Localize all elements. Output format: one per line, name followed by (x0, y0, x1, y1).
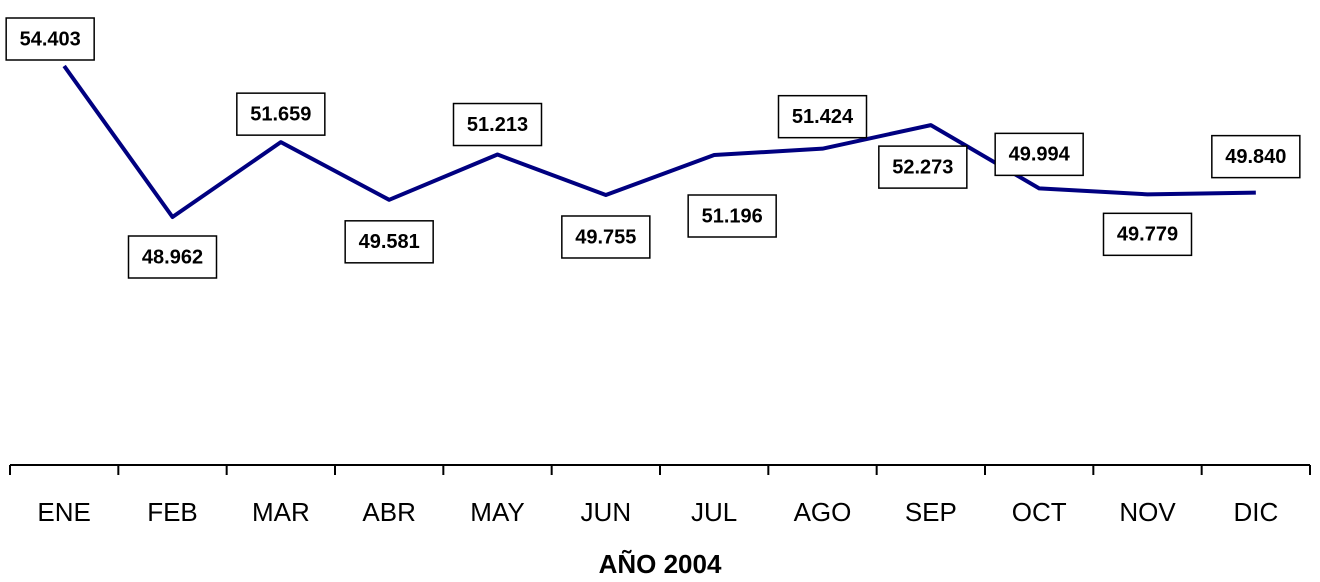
data-label: 49.581 (359, 231, 420, 253)
data-label-box (452, 102, 543, 147)
x-tick-label: JUL (691, 497, 737, 527)
x-tick-label: OCT (1012, 497, 1067, 527)
data-label: 49.755 (575, 226, 636, 248)
data-label: 51.659 (250, 103, 311, 125)
data-label-box (561, 215, 651, 259)
x-tick-label: MAR (252, 497, 310, 527)
data-label-box (1211, 134, 1301, 179)
data-label: 51.424 (792, 106, 854, 128)
data-label-box (236, 92, 326, 136)
data-label-box (1102, 212, 1193, 257)
data-label: 54.403 (20, 28, 81, 50)
x-tick-label: ABR (362, 497, 415, 527)
data-label-box (878, 145, 968, 189)
data-label-box (777, 94, 868, 139)
data-label-box (994, 132, 1084, 177)
data-label: 49.840 (1225, 146, 1286, 168)
data-label: 49.779 (1117, 224, 1178, 246)
data-label-box (344, 220, 434, 264)
x-tick-label: AGO (794, 497, 852, 527)
x-axis-title: AÑO 2004 (599, 549, 722, 579)
x-tick-label: DIC (1233, 497, 1278, 527)
x-tick-label: ENE (37, 497, 90, 527)
x-tick-label: FEB (147, 497, 198, 527)
data-label: 52.273 (892, 156, 953, 178)
x-tick-label: JUN (581, 497, 632, 527)
x-tick-label: SEP (905, 497, 957, 527)
data-label: 49.994 (1009, 144, 1071, 166)
x-tick-label: MAY (470, 497, 524, 527)
data-label-box (5, 17, 95, 61)
data-label-box (127, 235, 218, 279)
data-label-box (687, 194, 777, 238)
line (62, 64, 1256, 219)
data-label: 51.196 (702, 205, 763, 227)
data-label: 51.213 (467, 114, 528, 136)
x-tick-label: NOV (1119, 497, 1176, 527)
data-label: 48.962 (142, 246, 203, 268)
